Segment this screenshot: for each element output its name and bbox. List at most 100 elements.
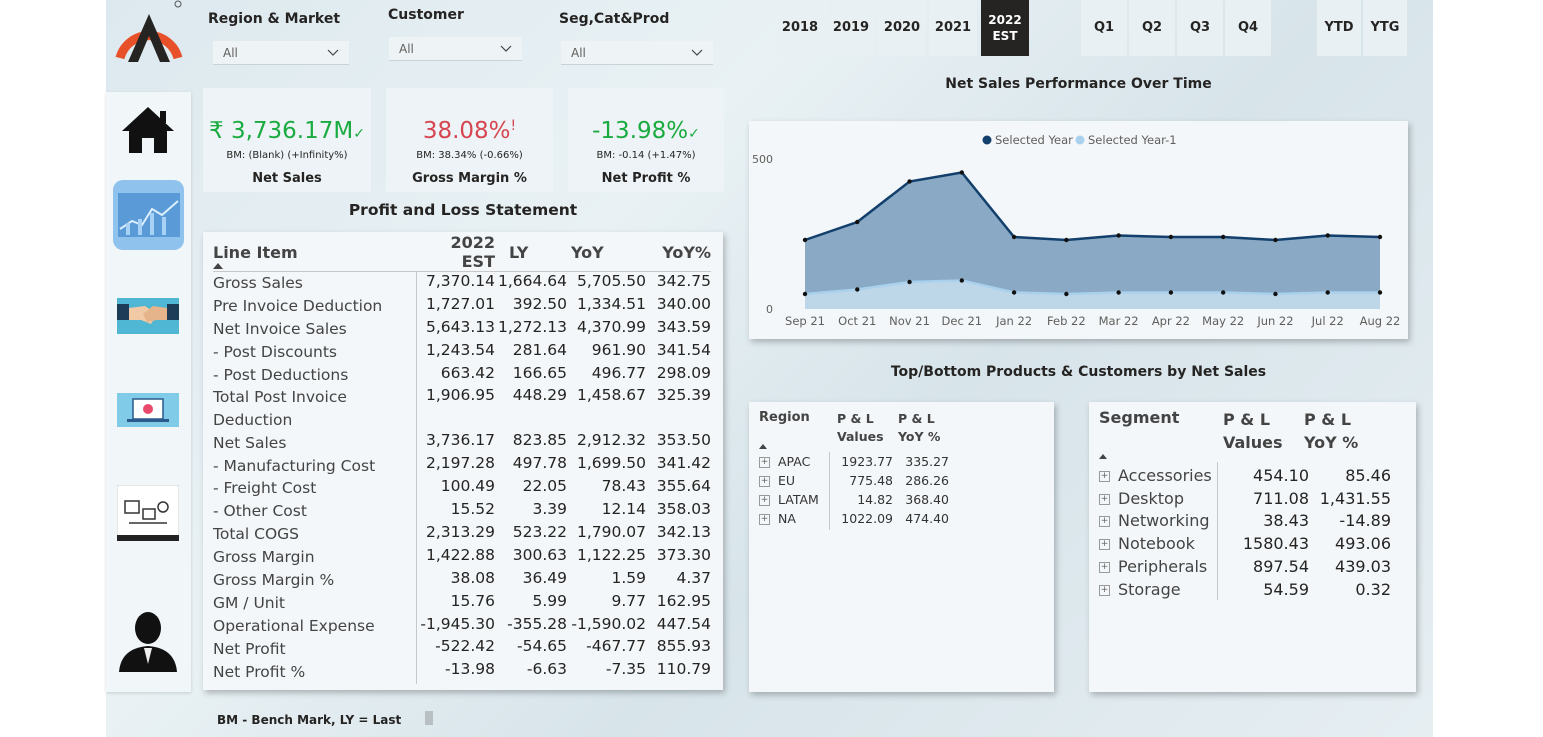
user-profile-icon[interactable] — [113, 606, 183, 674]
data-point — [1064, 291, 1069, 297]
expand-icon[interactable]: + — [1099, 470, 1110, 482]
alert-icon: ! — [510, 118, 517, 134]
pl-line-item: Gross Sales — [213, 274, 303, 293]
pl-value-cell: 2,197.28 — [425, 454, 495, 473]
pl-header-yoy[interactable]: YoY — [571, 242, 604, 262]
pl-line-item: Operational Expense — [213, 616, 375, 635]
expand-icon[interactable]: + — [759, 495, 770, 506]
data-point — [1011, 290, 1017, 295]
region-name: EU — [778, 473, 796, 488]
expand-icon[interactable]: + — [1099, 493, 1110, 505]
pl-header-2022[interactable]: 2022 EST — [450, 233, 495, 271]
table-row[interactable]: Gross Sales 7,370.14 1,664.64 5,705.50 342.7… — [213, 272, 711, 295]
table-row[interactable]: Gross Margin % 38.08 36.49 1.59 4.37 — [213, 569, 711, 592]
data-point — [1220, 234, 1226, 240]
table-row[interactable]: Net Profit -522.42 -54.65 -467.77 855.93 — [213, 637, 711, 660]
check-icon: ✓ — [688, 126, 700, 142]
table-row[interactable]: - Other Cost 15.52 3.39 12.14 358.03 — [213, 500, 711, 523]
home-icon[interactable] — [116, 100, 180, 160]
expand-icon[interactable]: + — [1099, 539, 1110, 551]
kpi-value: ₹ 3,736.17M — [209, 118, 354, 144]
year-2019-button[interactable]: 2019 — [827, 0, 875, 56]
handshake-icon[interactable] — [116, 290, 180, 342]
marketing-icon[interactable] — [116, 388, 180, 432]
segment-header-values[interactable]: P & L Values — [1223, 410, 1283, 452]
table-row[interactable]: Gross Margin 1,422.88 300.63 1,122.25 373.30 — [213, 546, 711, 569]
table-row[interactable]: + Peripherals 897.54 439.03 — [1099, 555, 1391, 578]
year-2022-est-button[interactable]: 2022 EST — [981, 0, 1029, 56]
x-tick-label: Aug 22 — [1360, 314, 1401, 328]
check-icon: ✓ — [353, 126, 365, 142]
table-row[interactable]: + Networking 38.43 -14.89 — [1099, 510, 1391, 533]
supply-chain-icon[interactable] — [116, 484, 180, 542]
footer-note: BM - Bench Mark, LY = Last — [217, 713, 402, 727]
filter-customer-dropdown[interactable]: All — [389, 37, 522, 61]
table-row[interactable]: Net Sales 3,736.17 823.85 2,912.32 353.50 — [213, 431, 711, 454]
expand-icon[interactable]: + — [1099, 516, 1110, 528]
quarter-q1-button[interactable]: Q1 — [1081, 0, 1127, 56]
pl-value-cell: 15.52 — [450, 500, 495, 519]
kpi-label: Gross Margin % — [412, 171, 527, 186]
table-row[interactable]: + EU 775.48 286.26 — [759, 471, 949, 490]
table-row[interactable]: - Freight Cost 100.49 22.05 78.43 355.64 — [213, 477, 711, 500]
table-row[interactable]: + LATAM 14.82 368.40 — [759, 490, 949, 509]
segment-header-segment[interactable]: Segment — [1099, 408, 1180, 427]
quarter-q3-button[interactable]: Q3 — [1177, 0, 1223, 56]
series-area-selected-year — [805, 172, 1380, 309]
sort-asc-icon[interactable] — [213, 263, 223, 269]
data-point — [1273, 237, 1278, 243]
pl-value-cell: 447.54 — [656, 614, 711, 633]
data-point — [802, 237, 808, 243]
table-row[interactable]: - Post Discounts 1,243.54 281.64 961.90 341.… — [213, 341, 711, 364]
sort-asc-icon[interactable] — [759, 444, 767, 449]
region-name-cell: + LATAM — [759, 490, 829, 509]
expand-icon[interactable]: + — [759, 457, 770, 468]
table-row[interactable]: Total COGS 2,313.29 523.22 1,790.07 342.13 — [213, 523, 711, 546]
table-row[interactable]: + NA 1022.09 474.40 — [759, 509, 949, 528]
kpi-gross-margin: 38.08%! BM: 38.34% (-0.66%) Gross Margin… — [386, 88, 553, 192]
expand-icon[interactable]: + — [1099, 562, 1110, 574]
expand-icon[interactable]: + — [759, 476, 770, 487]
x-tick-label: Apr 22 — [1152, 314, 1190, 328]
table-row[interactable]: + Storage 54.59 0.32 — [1099, 578, 1391, 601]
year-2021-button[interactable]: 2021 — [929, 0, 977, 56]
sort-asc-icon[interactable] — [1099, 454, 1107, 459]
region-name-cell: + NA — [759, 509, 829, 528]
pl-value-cell: 298.09 — [656, 363, 711, 382]
quarter-q4-button[interactable]: Q4 — [1225, 0, 1271, 56]
kpi-benchmark: BM: 38.34% (-0.66%) — [416, 150, 523, 161]
region-header-values[interactable]: P & L Values — [837, 411, 884, 444]
table-row[interactable]: + Accessories 454.10 85.46 — [1099, 464, 1391, 487]
period-ytd-button[interactable]: YTD — [1317, 0, 1361, 56]
finance-view-icon[interactable] — [113, 180, 184, 250]
table-row[interactable]: Pre Invoice Deduction 1,727.01 392.50 1,334… — [213, 295, 711, 318]
pl-header-ly[interactable]: LY — [509, 242, 529, 262]
pl-header-line-item[interactable]: Line Item — [213, 242, 298, 262]
region-header-region[interactable]: Region — [759, 410, 810, 425]
year-2018-button[interactable]: 2018 — [776, 0, 824, 56]
pl-header-yoy-pct[interactable]: YoY% — [662, 242, 711, 262]
series-area-previous-year — [805, 280, 1380, 309]
table-row[interactable]: - Post Deductions 663.42 166.65 496.77 298.0… — [213, 364, 711, 387]
year-2020-button[interactable]: 2020 — [878, 0, 926, 56]
period-ytg-button[interactable]: YTG — [1363, 0, 1407, 56]
table-row[interactable]: Net Profit % -13.98 -6.63 -7.35 110.79 — [213, 660, 711, 683]
table-row[interactable]: + Notebook 1580.43 493.06 — [1099, 532, 1391, 555]
table-row[interactable]: + Desktop 711.08 1,431.55 — [1099, 487, 1391, 510]
segment-value-cell: 493.06 — [1335, 534, 1391, 554]
table-row[interactable]: + APAC 1923.77 335.27 — [759, 452, 949, 471]
filter-region-dropdown[interactable]: All — [213, 41, 349, 65]
quarter-q2-button[interactable]: Q2 — [1129, 0, 1175, 56]
filter-segment-dropdown[interactable]: All — [561, 41, 713, 65]
table-row[interactable]: Operational Expense -1,945.30 -355.28 -1,59… — [213, 615, 711, 638]
segment-name-cell: + Notebook — [1099, 532, 1219, 555]
table-row[interactable]: Total Post Invoice Deduction 1,906.95 448.… — [213, 386, 711, 431]
region-header-yoy[interactable]: P & L YoY % — [898, 411, 941, 444]
scrollbar-handle[interactable] — [425, 711, 433, 725]
table-row[interactable]: Net Invoice Sales 5,643.13 1,272.13 4,370.9… — [213, 318, 711, 341]
segment-header-yoy[interactable]: P & L YoY % — [1304, 410, 1359, 452]
table-row[interactable]: - Manufacturing Cost 2,197.28 497.78 1,699.… — [213, 454, 711, 477]
expand-icon[interactable]: + — [1099, 584, 1110, 596]
expand-icon[interactable]: + — [759, 514, 770, 525]
table-row[interactable]: GM / Unit 15.76 5.99 9.77 162.95 — [213, 592, 711, 615]
